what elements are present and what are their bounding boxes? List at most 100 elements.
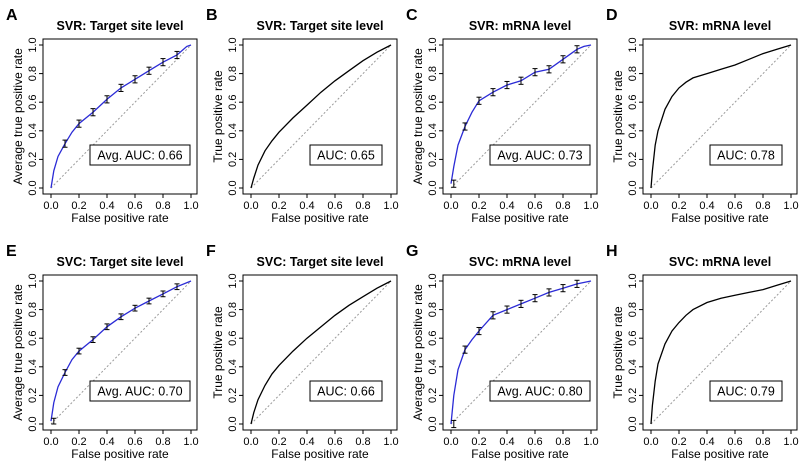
panel-letter: H bbox=[606, 243, 618, 260]
chart-title: SVR: Target site level bbox=[57, 19, 184, 33]
y-tick-label: 0.8 bbox=[27, 66, 39, 81]
error-bar bbox=[476, 326, 482, 336]
error-bar bbox=[174, 283, 180, 291]
error-bar bbox=[132, 75, 138, 84]
auc-box bbox=[89, 380, 191, 402]
y-tick-label: 0.6 bbox=[27, 95, 39, 110]
y-tick-label: 0.8 bbox=[627, 302, 639, 317]
x-tick-label: 1.0 bbox=[583, 436, 598, 448]
plot-frame bbox=[242, 274, 398, 431]
x-tick-label: 0.2 bbox=[271, 200, 286, 212]
error-bar bbox=[574, 279, 580, 288]
y-tick-label: 1.0 bbox=[427, 37, 439, 52]
error-bar bbox=[490, 88, 496, 97]
y-tick-label: 0.8 bbox=[627, 66, 639, 81]
plot-frame bbox=[642, 274, 798, 431]
diagonal-reference-line bbox=[650, 280, 792, 425]
x-axis-label: False positive rate bbox=[671, 211, 769, 225]
error-bar bbox=[90, 336, 96, 343]
x-tick-label: 0.0 bbox=[243, 200, 258, 212]
error-bar bbox=[518, 299, 524, 308]
panel-d: D SVR: mRNA level 0.0 0.0 0.2 0.2 0.4 0.4 0.6 0.6… bbox=[606, 7, 799, 225]
y-tick-label: 0.8 bbox=[427, 302, 439, 317]
x-tick-label: 0.4 bbox=[299, 436, 314, 448]
panel-c: C SVR: mRNA level 0.0 0.0 0.2 0.2 0.4 0.4 0.6 0.6… bbox=[406, 7, 599, 225]
diagonal-reference-line bbox=[650, 44, 792, 189]
y-tick-label: 1.0 bbox=[627, 273, 639, 288]
y-tick-label: 0.2 bbox=[627, 388, 639, 403]
error-bar bbox=[90, 108, 96, 117]
plot-frame bbox=[442, 274, 598, 431]
x-tick-label: 0.8 bbox=[155, 200, 170, 212]
x-tick-label: 0.4 bbox=[499, 200, 514, 212]
y-tick-label: 0.2 bbox=[227, 152, 239, 167]
diagonal-reference-line bbox=[50, 280, 192, 425]
y-tick-label: 0.4 bbox=[427, 359, 439, 374]
y-tick-label: 0.6 bbox=[227, 95, 239, 110]
error-bar bbox=[490, 311, 496, 320]
error-bar bbox=[146, 297, 152, 305]
x-tick-label: 1.0 bbox=[383, 200, 398, 212]
x-tick-label: 0.6 bbox=[527, 436, 542, 448]
panel-a: A SVR: Target site level 0.0 0.0 0.2 0.2 0.4 0.… bbox=[6, 7, 199, 225]
x-tick-label: 0.0 bbox=[243, 436, 258, 448]
y-tick-label: 1.0 bbox=[27, 37, 39, 52]
chart-title: SVC: Target site level bbox=[57, 255, 184, 269]
error-bar bbox=[132, 304, 138, 312]
y-axis-label: True positive rate bbox=[211, 70, 225, 163]
y-axis-label: True positive rate bbox=[611, 306, 625, 399]
x-tick-label: 0.8 bbox=[755, 200, 770, 212]
x-tick-label: 0.8 bbox=[355, 436, 370, 448]
roc-curve-line bbox=[450, 280, 592, 425]
roc-curve-line bbox=[50, 280, 192, 422]
x-tick-label: 0.6 bbox=[327, 200, 342, 212]
auc-box bbox=[309, 144, 383, 166]
error-bar bbox=[118, 83, 124, 92]
x-axis-label: False positive rate bbox=[471, 447, 569, 461]
x-tick-label: 0.0 bbox=[443, 436, 458, 448]
y-tick-label: 1.0 bbox=[27, 273, 39, 288]
x-tick-label: 0.2 bbox=[71, 436, 86, 448]
diagonal-reference-line bbox=[250, 44, 392, 189]
error-bar bbox=[518, 76, 524, 85]
x-axis-label: False positive rate bbox=[71, 447, 169, 461]
roc-curve-line bbox=[250, 44, 392, 189]
panel-h: H SVC: mRNA level 0.0 0.0 0.2 0.2 0.4 0.4 0.6 0.6… bbox=[606, 243, 799, 461]
x-tick-label: 0.4 bbox=[299, 200, 314, 212]
error-bar bbox=[62, 369, 68, 376]
error-bar bbox=[160, 58, 166, 67]
x-axis-label: False positive rate bbox=[671, 447, 769, 461]
panel-letter: B bbox=[206, 7, 218, 24]
plot-frame bbox=[42, 274, 198, 431]
y-tick-label: 0.8 bbox=[427, 66, 439, 81]
error-bar bbox=[476, 96, 482, 105]
x-tick-label: 0.0 bbox=[643, 200, 658, 212]
panel-letter: G bbox=[406, 243, 418, 260]
diagonal-reference-line bbox=[50, 44, 192, 189]
y-tick-label: 0.6 bbox=[427, 95, 439, 110]
diagonal-reference-line bbox=[450, 280, 592, 425]
error-bar bbox=[546, 288, 552, 297]
auc-box bbox=[89, 144, 191, 166]
y-tick-label: 0.6 bbox=[627, 331, 639, 346]
auc-label: AUC: 0.66 bbox=[317, 385, 375, 399]
y-tick-label: 0.0 bbox=[27, 416, 39, 431]
error-bar bbox=[560, 55, 566, 64]
y-tick-label: 0.4 bbox=[627, 123, 639, 138]
error-bar bbox=[76, 347, 82, 355]
auc-label: Avg. AUC: 0.66 bbox=[97, 149, 182, 163]
x-tick-label: 0.6 bbox=[727, 200, 742, 212]
error-bar bbox=[462, 122, 468, 131]
error-bar bbox=[51, 417, 57, 425]
y-axis-label: True positive rate bbox=[611, 70, 625, 163]
auc-box bbox=[489, 380, 591, 402]
error-bar bbox=[160, 290, 166, 298]
y-tick-label: 0.6 bbox=[27, 331, 39, 346]
y-tick-label: 0.0 bbox=[227, 416, 239, 431]
error-bar bbox=[532, 294, 538, 303]
y-axis-label: Average true positive rate bbox=[411, 284, 425, 421]
y-tick-label: 0.6 bbox=[227, 331, 239, 346]
y-tick-label: 0.0 bbox=[627, 416, 639, 431]
diagonal-reference-line bbox=[450, 44, 592, 189]
